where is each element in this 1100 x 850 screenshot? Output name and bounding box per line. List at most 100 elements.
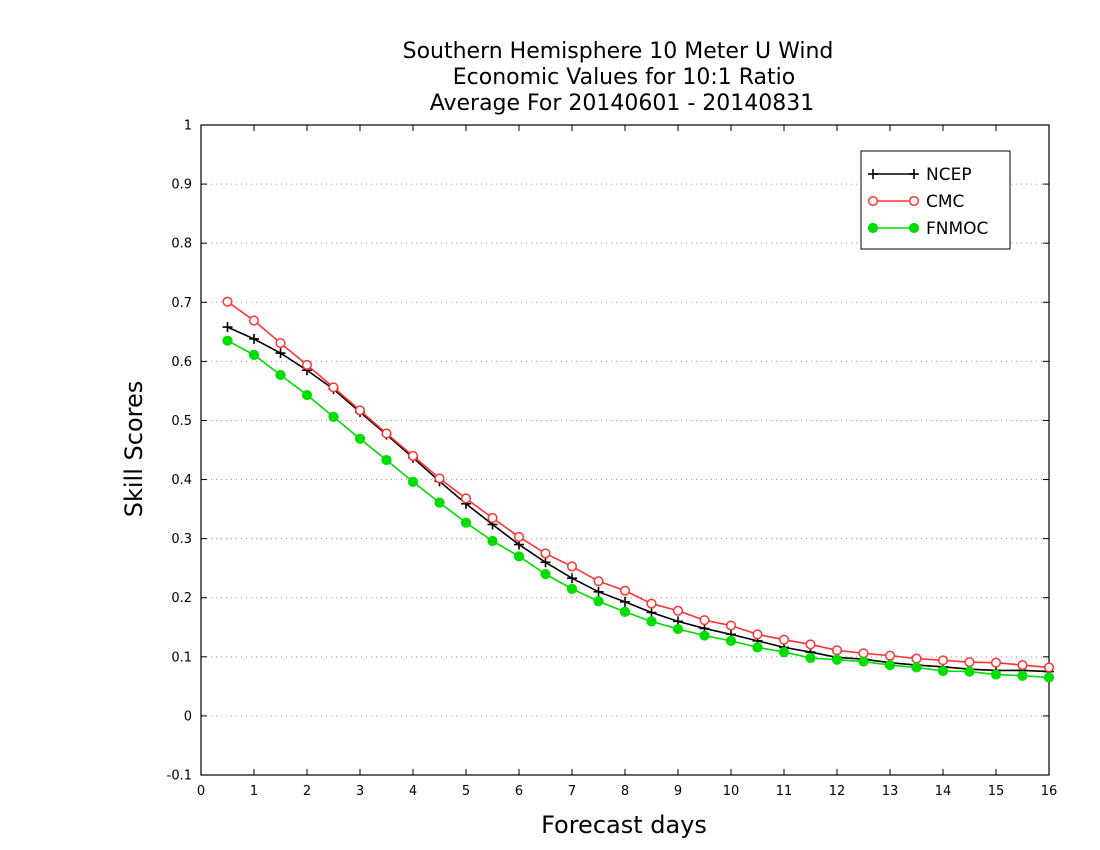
legend-item-ncep: NCEP — [868, 165, 972, 185]
data-point-fnmoc-24 — [858, 656, 869, 667]
data-point-cmc-20 — [752, 629, 763, 640]
legend-box — [860, 150, 1011, 250]
series-ncep — [222, 322, 1054, 677]
x-tick-label-16: 16 — [1041, 784, 1058, 799]
legend-items: NCEP CMC FNMOC — [867, 165, 988, 239]
y-tick-label-6: 0.5 — [171, 414, 192, 429]
x-tick-label-3: 3 — [356, 784, 364, 799]
data-point-ncep-2 — [275, 348, 286, 359]
data-point-cmc-17 — [672, 605, 684, 616]
legend-marker-end-ncep — [909, 169, 919, 179]
data-point-fnmoc-9 — [460, 517, 472, 528]
series-line-ncep — [227, 326, 1050, 673]
x-axis-label: Forecast days — [541, 811, 707, 839]
data-point-cmc-4 — [328, 382, 339, 393]
legend-label-fnmoc: FNMOC — [926, 219, 988, 239]
data-point-fnmoc-7 — [407, 476, 419, 488]
data-series — [222, 296, 1055, 683]
data-point-fnmoc-28 — [964, 666, 975, 677]
data-point-fnmoc-8 — [434, 497, 445, 508]
data-point-fnmoc-27 — [937, 665, 949, 677]
series-line-fnmoc — [227, 339, 1050, 679]
y-axis-ticks: -0.1 0 0.1 0.2 0.3 0.4 0.5 0.6 0.7 0.8 0.9 1 — [167, 119, 1049, 784]
series-cmc — [222, 296, 1055, 673]
x-tick-label-8: 8 — [621, 784, 629, 799]
data-point-cmc-5 — [354, 405, 366, 416]
data-point-fnmoc-16 — [646, 616, 657, 627]
data-point-fnmoc-30 — [1017, 670, 1028, 681]
x-tick-label-1: 1 — [250, 784, 258, 799]
y-tick-label-5: 0.4 — [171, 473, 192, 488]
chart-title-line-3: Average For 20140601 - 20140831 — [430, 91, 815, 116]
data-point-cmc-7 — [407, 450, 419, 461]
x-tick-label-13: 13 — [882, 784, 899, 799]
data-point-cmc-19 — [725, 620, 737, 631]
legend-marker-start-cmc — [867, 195, 879, 207]
x-tick-label-6: 6 — [515, 784, 523, 799]
series-fnmoc — [222, 335, 1055, 683]
data-point-fnmoc-12 — [540, 568, 551, 580]
y-tick-label-7: 0.6 — [171, 355, 192, 370]
data-point-cmc-12 — [540, 548, 551, 559]
data-point-cmc-3 — [301, 359, 313, 370]
x-tick-label-15: 15 — [988, 784, 1005, 799]
data-point-cmc-13 — [566, 561, 578, 572]
data-point-cmc-25 — [884, 650, 896, 661]
legend-marker-start-fnmoc — [867, 222, 879, 234]
y-tick-label-11: 1 — [184, 119, 192, 134]
data-point-fnmoc-13 — [566, 583, 578, 594]
data-point-fnmoc-25 — [884, 659, 896, 671]
chart-title-line-1: Southern Hemisphere 10 Meter U Wind — [403, 39, 834, 64]
y-tick-label-1: 0 — [184, 709, 192, 724]
y-tick-label-0: -0.1 — [167, 769, 192, 784]
data-point-cmc-21 — [778, 634, 790, 645]
data-point-fnmoc-22 — [805, 652, 816, 664]
data-point-cmc-9 — [460, 493, 472, 504]
legend: NCEP CMC FNMOC — [860, 150, 1011, 250]
data-point-fnmoc-2 — [275, 369, 286, 381]
data-point-fnmoc-6 — [381, 454, 392, 466]
data-point-ncep-16 — [646, 607, 657, 618]
chart-title-line-2: Economic Values for 10:1 Ratio — [453, 65, 795, 90]
data-point-cmc-0 — [222, 296, 233, 307]
data-point-cmc-24 — [858, 648, 869, 659]
data-point-fnmoc-4 — [328, 411, 339, 423]
data-point-fnmoc-19 — [725, 635, 737, 646]
gridlines — [201, 183, 1049, 717]
data-point-fnmoc-10 — [487, 535, 498, 547]
data-point-cmc-30 — [1017, 660, 1028, 671]
y-axis-label: Skill Scores — [120, 381, 148, 518]
x-tick-label-11: 11 — [776, 784, 793, 799]
x-tick-label-4: 4 — [409, 784, 417, 799]
data-point-ncep-13 — [567, 573, 577, 584]
data-point-ncep-0 — [222, 322, 233, 333]
data-point-cmc-23 — [831, 645, 843, 656]
data-point-cmc-10 — [487, 512, 498, 524]
data-point-fnmoc-31 — [1043, 672, 1055, 683]
data-point-fnmoc-29 — [990, 669, 1002, 680]
data-point-cmc-14 — [593, 576, 604, 587]
legend-item-cmc: CMC — [867, 192, 964, 212]
x-tick-label-7: 7 — [568, 784, 576, 799]
x-tick-label-0: 0 — [197, 784, 205, 799]
data-point-cmc-29 — [990, 657, 1002, 668]
data-point-cmc-2 — [275, 337, 286, 349]
data-point-cmc-26 — [911, 653, 922, 664]
data-point-fnmoc-14 — [593, 596, 604, 607]
data-point-fnmoc-1 — [248, 349, 260, 360]
data-point-cmc-11 — [513, 531, 525, 542]
data-point-cmc-27 — [937, 655, 949, 666]
data-point-fnmoc-26 — [911, 662, 922, 673]
x-tick-label-5: 5 — [462, 784, 470, 799]
chart-title: Southern Hemisphere 10 Meter U Wind Econ… — [403, 39, 834, 116]
x-tick-label-10: 10 — [723, 784, 740, 799]
data-point-cmc-1 — [248, 315, 260, 326]
legend-marker-end-fnmoc — [908, 222, 920, 234]
data-point-ncep-15 — [620, 596, 630, 607]
data-point-fnmoc-3 — [301, 389, 313, 401]
data-point-cmc-6 — [381, 428, 392, 439]
data-point-fnmoc-18 — [699, 630, 710, 641]
data-point-fnmoc-17 — [672, 623, 684, 635]
data-point-cmc-18 — [699, 615, 710, 626]
data-point-fnmoc-21 — [778, 646, 790, 658]
